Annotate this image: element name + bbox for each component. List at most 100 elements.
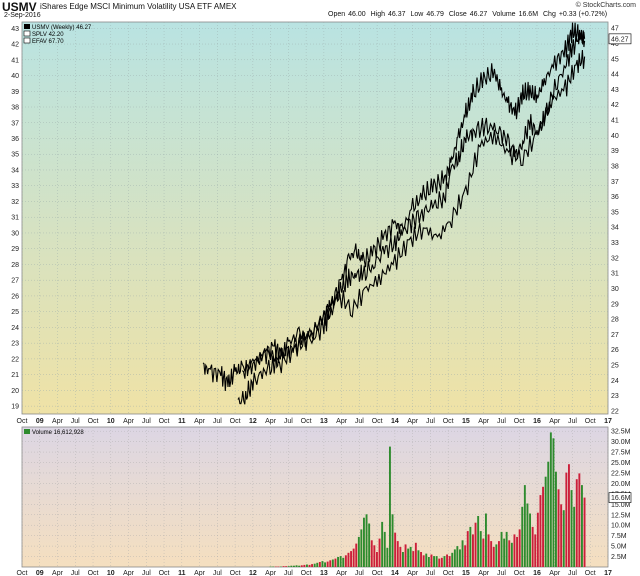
last-volume-label: 16.6M	[611, 495, 631, 502]
vol-x-tick-label: Oct	[17, 570, 28, 576]
left-tick-label: 26	[11, 293, 19, 300]
volume-bar	[399, 546, 402, 567]
volume-bar	[523, 485, 526, 567]
left-tick-label: 22	[11, 356, 19, 363]
left-tick-label: 33	[11, 183, 19, 190]
vol-x-tick-label: Apr	[336, 570, 348, 576]
left-tick-label: 40	[11, 73, 19, 80]
volume-bar	[272, 566, 275, 568]
x-tick-label: 09	[36, 418, 44, 425]
vol-x-tick-label: Oct	[585, 570, 596, 576]
x-tick-label: 16	[533, 418, 541, 425]
chart-header: USMV iShares Edge MSCI Minimum Volatilit…	[0, 0, 640, 20]
volume-bar	[453, 549, 456, 567]
x-tick-label: 11	[178, 418, 186, 425]
volume-bar	[479, 531, 482, 567]
volume-bar	[407, 548, 410, 567]
x-tick-label: Oct	[372, 418, 383, 425]
x-tick-label: Jul	[71, 418, 80, 425]
volume-bar	[477, 516, 480, 567]
vol-x-tick-label: Oct	[88, 570, 99, 576]
volume-bar	[560, 504, 563, 567]
vol-tick-label: 10.0M	[611, 523, 631, 530]
ticker-symbol: USMV	[2, 0, 37, 14]
vol-x-tick-label: Apr	[123, 570, 135, 576]
left-tick-label: 28	[11, 262, 19, 269]
volume-bar	[555, 471, 557, 567]
volume-bar	[459, 549, 461, 567]
volume-bar	[526, 503, 529, 567]
volume-bar	[485, 513, 487, 567]
right-tick-label: 29	[611, 301, 619, 308]
volume-bar	[534, 534, 537, 567]
vol-x-tick-label: Jul	[71, 570, 80, 576]
volume-bar	[495, 544, 498, 567]
legend-swatch-efav	[23, 37, 31, 44]
volume-bar	[394, 532, 397, 567]
left-tick-label: 41	[11, 57, 19, 64]
high-value: 46.37	[388, 11, 406, 18]
left-tick-label: 27	[11, 278, 19, 285]
vol-x-tick-label: 14	[391, 570, 399, 576]
volume-bar	[578, 473, 581, 567]
x-tick-label: Oct	[443, 418, 454, 425]
left-tick-label: 35	[11, 152, 19, 159]
vol-tick-label: 20.0M	[611, 481, 631, 488]
volume-panel	[21, 426, 609, 568]
volume-bar	[321, 561, 324, 567]
x-tick-label: 17	[604, 418, 612, 425]
volume-bar	[318, 562, 321, 567]
x-tick-label: 12	[249, 418, 257, 425]
volume-bar	[440, 557, 443, 567]
left-tick-label: 38	[11, 105, 19, 112]
volume-bar	[461, 540, 464, 567]
left-tick-label: 29	[11, 246, 19, 253]
volume-bar	[417, 550, 420, 567]
volume-bar	[500, 531, 503, 567]
volume-bar	[466, 531, 469, 567]
right-tick-label: 42	[611, 102, 619, 109]
x-tick-label: Apr	[549, 418, 561, 425]
close-label: Close	[448, 11, 467, 18]
legend-usmv: USMV (Weekly) 46.27	[32, 25, 92, 31]
right-tick-label: 40	[611, 133, 619, 140]
volume-bar	[342, 557, 345, 567]
left-tick-label: 32	[11, 199, 19, 206]
vol-x-tick-label: 12	[249, 570, 257, 576]
volume-bar	[425, 553, 428, 567]
volume-bar	[303, 564, 306, 567]
vol-x-tick-label: Jul	[355, 570, 364, 576]
vol-x-tick-label: Oct	[372, 570, 383, 576]
series-line-efav	[241, 49, 586, 379]
volume-bar	[549, 432, 552, 567]
vol-x-tick-label: 09	[36, 570, 44, 576]
x-tick-label: Jul	[568, 418, 577, 425]
volume-bar	[357, 536, 360, 567]
volume-bar	[581, 485, 583, 567]
x-tick-label: Jul	[284, 418, 293, 425]
volume-bar	[373, 545, 376, 567]
vol-x-tick-label: Apr	[478, 570, 490, 576]
volume-bar	[487, 534, 490, 567]
volume-bar	[498, 541, 500, 567]
right-tick-label: 41	[611, 118, 619, 125]
volume-bar	[544, 476, 547, 567]
chg-label: Chg	[543, 11, 556, 18]
x-tick-label: Jul	[355, 418, 364, 425]
right-tick-label: 46	[611, 41, 619, 48]
vol-x-tick-label: Apr	[549, 570, 561, 576]
left-tick-label: 34	[11, 167, 19, 174]
left-tick-label: 30	[11, 230, 19, 237]
right-tick-label: 39	[611, 148, 619, 155]
volume-bar	[570, 490, 573, 567]
left-tick-label: 24	[11, 325, 19, 332]
vol-x-tick-label: Oct	[230, 570, 241, 576]
low-label: Low	[410, 11, 424, 18]
volume-bar	[402, 552, 404, 567]
x-tick-label: Jul	[426, 418, 435, 425]
volume-bar	[446, 554, 448, 567]
volume-value: 16.6M	[518, 11, 539, 18]
legend-swatch-usmv	[24, 24, 30, 29]
volume-bar	[269, 566, 272, 568]
volume-bar	[337, 557, 339, 567]
